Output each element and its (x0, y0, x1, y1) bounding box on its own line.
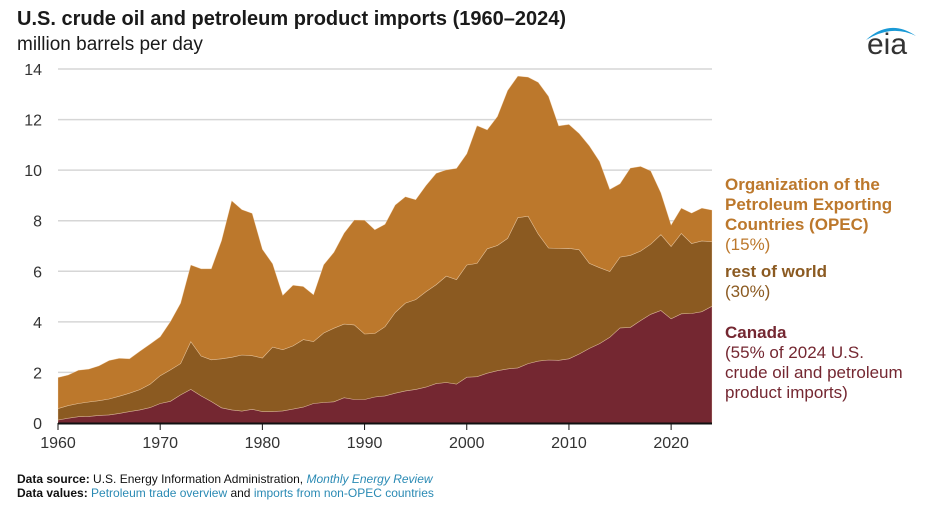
data-source-text: U.S. Energy Information Administration, (93, 472, 304, 486)
legend-opec-label-2: Petroleum Exporting (725, 195, 893, 214)
eia-arc-icon (866, 27, 916, 40)
eia-logo: eia (860, 14, 920, 64)
y-tick-label: 2 (33, 365, 42, 382)
data-values-and: and (230, 486, 251, 500)
area-opec (57, 75, 713, 410)
legend-row-label: rest of world (725, 262, 828, 281)
eia-logo-text: eia (867, 28, 908, 61)
legend-opec-label-1: Organization of the (725, 175, 880, 194)
x-tick-label: 2010 (551, 435, 587, 452)
y-tick-label: 12 (24, 113, 42, 130)
y-tick-label: 14 (24, 62, 42, 79)
legend-canada-share-3: product imports) (725, 383, 848, 402)
y-tick-label: 4 (33, 315, 42, 332)
data-values-label: Data values: (17, 486, 88, 500)
x-tick-label: 1970 (142, 435, 178, 452)
x-tick-label: 1960 (40, 435, 76, 452)
y-tick-label: 6 (33, 264, 42, 281)
x-tick-label: 1980 (245, 435, 281, 452)
data-values: Data values: Petroleum trade overview an… (17, 486, 434, 500)
legend-canada-share-2: crude oil and petroleum (725, 363, 903, 382)
non-opec-imports-link[interactable]: imports from non-OPEC countries (253, 486, 434, 500)
legend-canada-label: Canada (725, 323, 787, 342)
y-tick-label: 0 (33, 416, 42, 433)
y-axis: 0 2 4 6 8 10 12 14 (24, 62, 42, 433)
chart-subtitle: million barrels per day (17, 34, 203, 55)
legend-canada-share-1: (55% of 2024 U.S. (725, 343, 864, 362)
petroleum-trade-overview-link[interactable]: Petroleum trade overview (91, 486, 228, 500)
y-tick-label: 10 (24, 163, 42, 180)
chart-title: U.S. crude oil and petroleum product imp… (17, 8, 567, 30)
legend-opec: Organization of the Petroleum Exporting … (725, 175, 892, 255)
chart-area: 0 2 4 6 8 10 12 14 1960 1970 1980 1990 2000 2010 2020 (24, 62, 713, 452)
legend-opec-share: (15%) (725, 235, 771, 254)
data-source-label: Data source: (17, 472, 90, 486)
legend-canada: Canada (55% of 2024 U.S. crude oil and p… (725, 323, 903, 403)
data-source: Data source: U.S. Energy Information Adm… (17, 472, 433, 486)
legend-opec-label-3: Countries (OPEC) (725, 215, 869, 234)
legend-rest-of-world: rest of world (30%) (725, 262, 827, 302)
x-tick-label: 2000 (449, 435, 485, 452)
x-tick-label: 2020 (653, 435, 689, 452)
monthly-energy-review-link[interactable]: Monthly Energy Review (306, 472, 433, 486)
stacked-areas (57, 75, 713, 424)
x-tick-label: 1990 (347, 435, 383, 452)
legend-row-share: (30%) (725, 282, 771, 301)
x-axis: 1960 1970 1980 1990 2000 2010 2020 (40, 423, 689, 452)
y-tick-label: 8 (33, 214, 42, 231)
